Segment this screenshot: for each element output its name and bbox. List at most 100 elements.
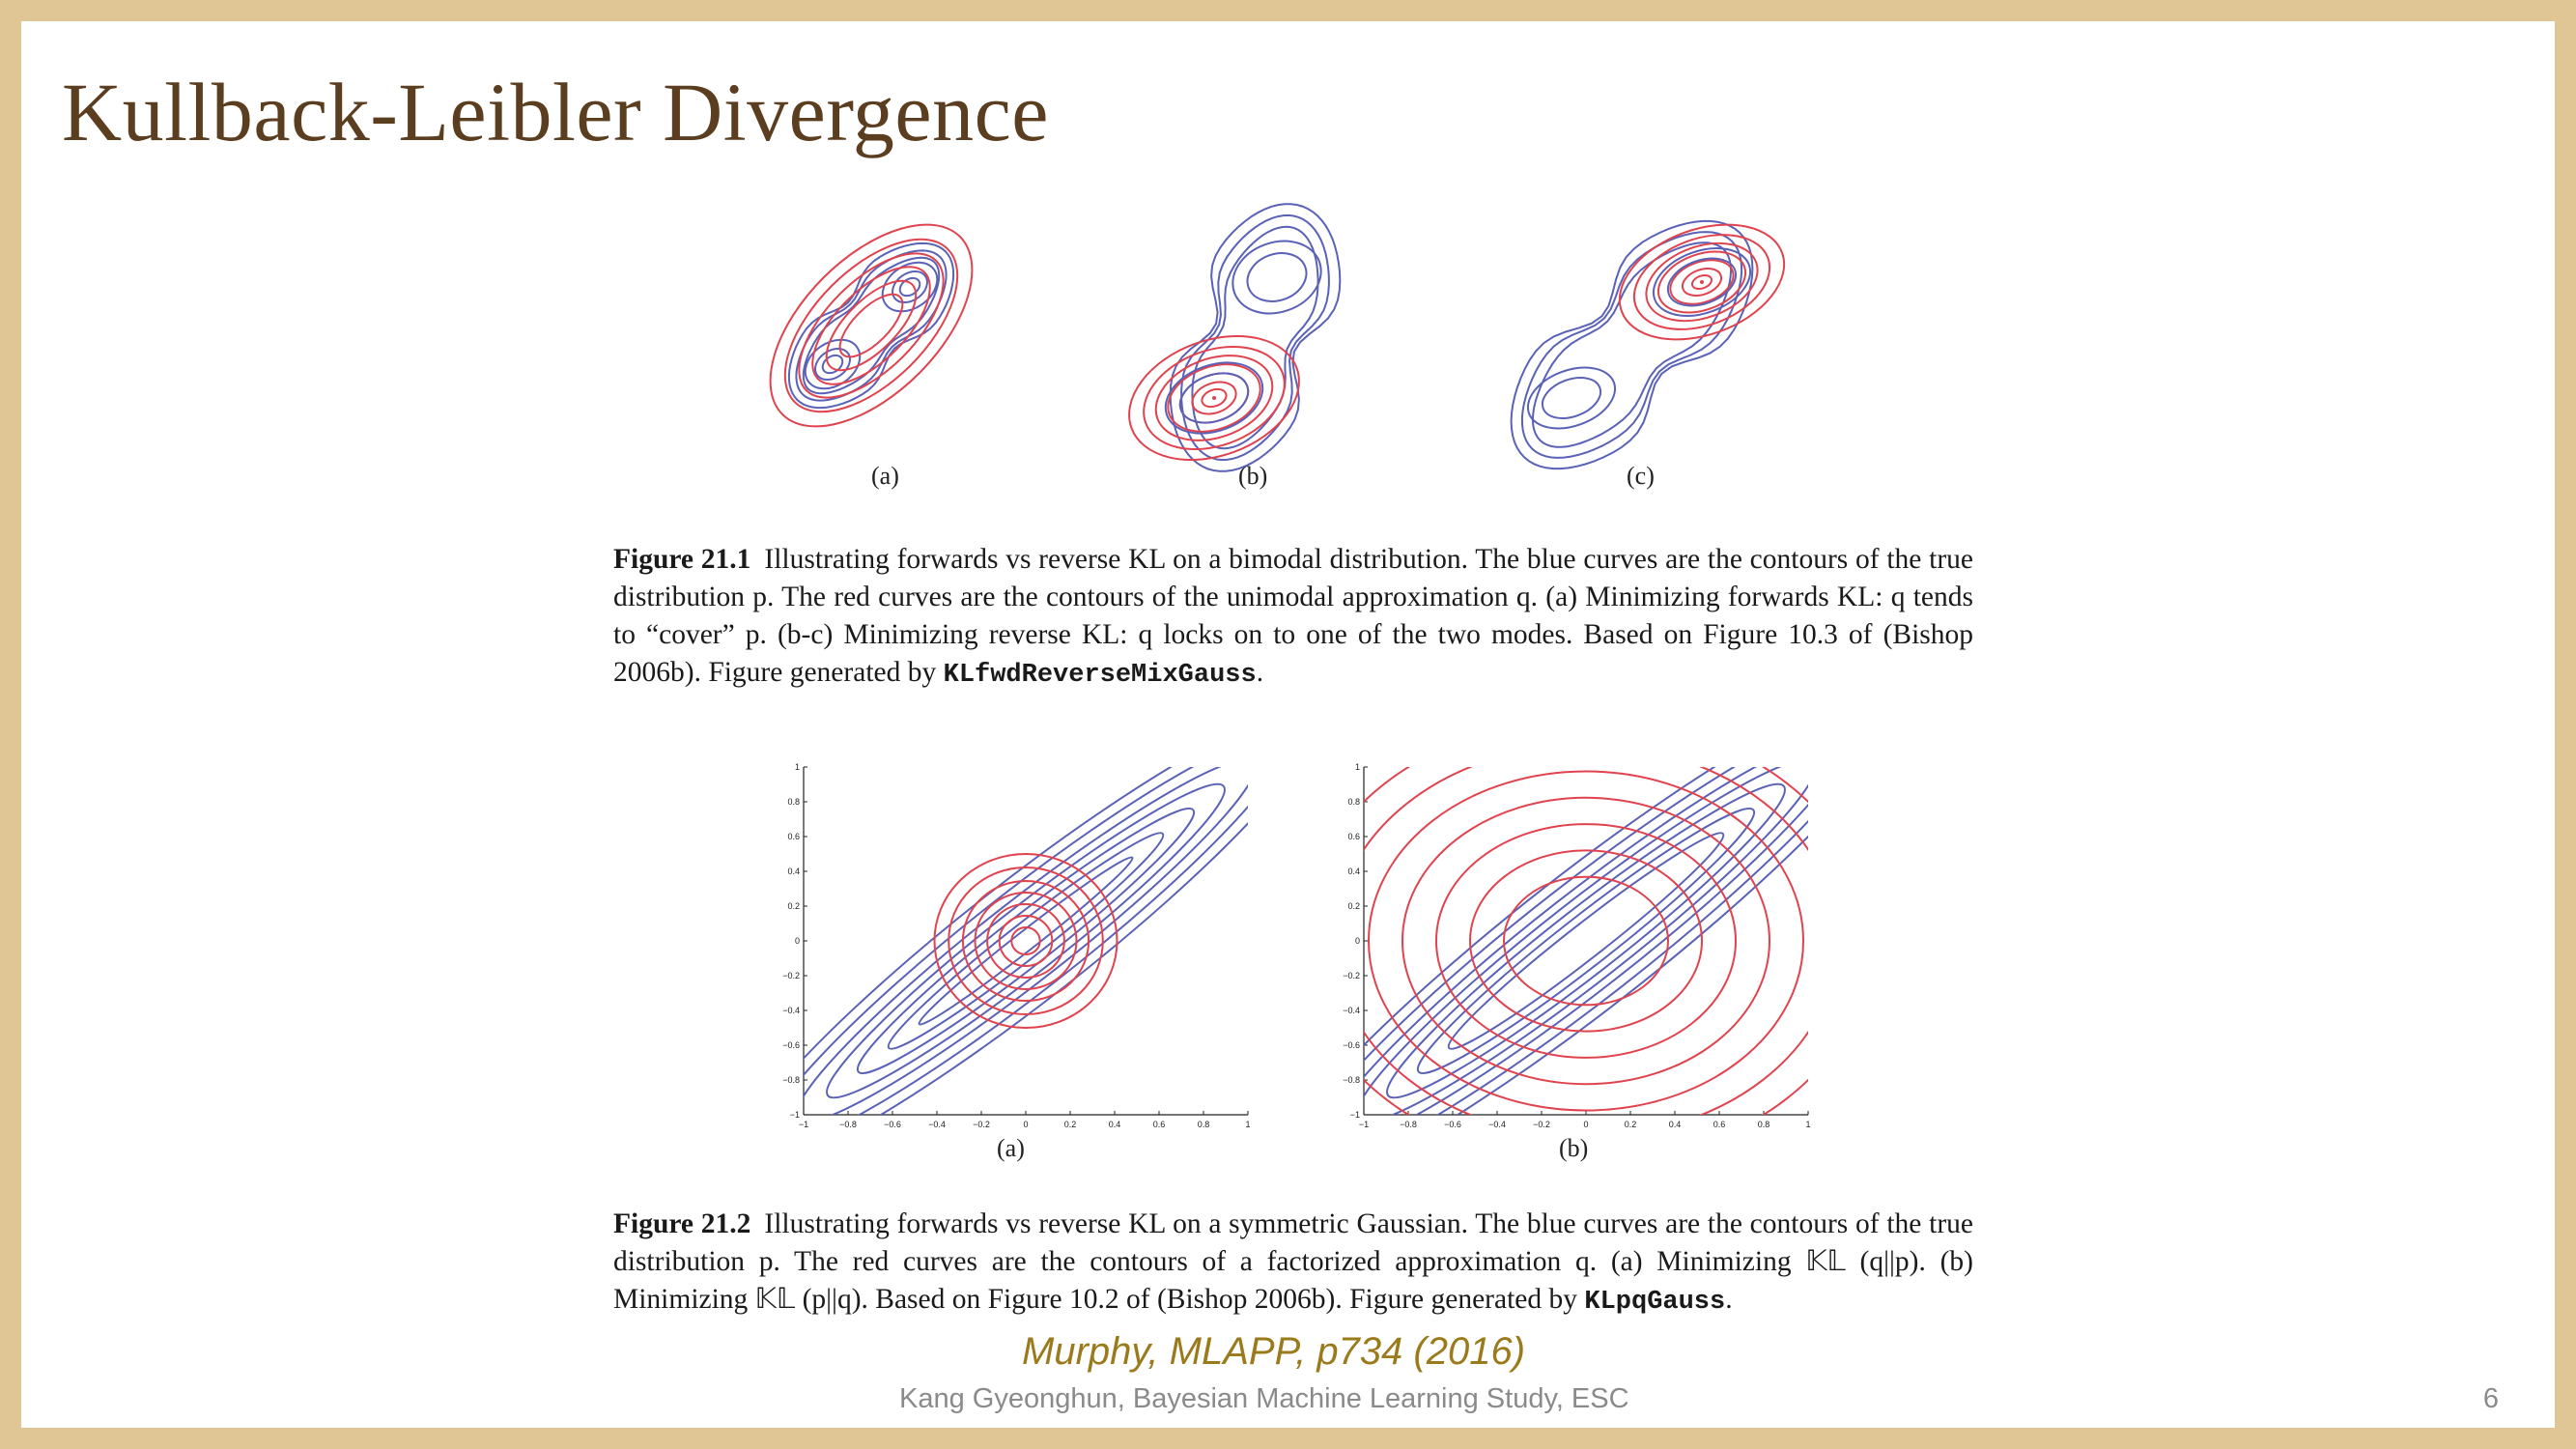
x-tick-label: −1 — [799, 1120, 808, 1129]
p-contour-mode-2 — [1652, 247, 1752, 317]
source-credit: Murphy, MLAPP, p734 (2016) — [1022, 1330, 1526, 1373]
q-contour — [1632, 234, 1771, 330]
p-contour — [1364, 767, 1808, 1115]
y-tick-label: 1 — [1355, 762, 1360, 772]
p-contour-mode-1 — [804, 338, 862, 390]
slide-footer: Kang Gyeonghun, Bayesian Machine Learnin… — [899, 1383, 1629, 1414]
figure-21-1-caption: Figure 21.1 Illustrating forwards vs reve… — [613, 541, 1973, 695]
figure-21-1-panel-c — [1510, 219, 1786, 470]
x-tick-label: 1 — [1245, 1120, 1250, 1129]
q-contour — [1656, 250, 1747, 314]
q-contour — [1201, 387, 1228, 409]
p-contour-peanut — [1510, 219, 1754, 470]
q-contour — [948, 867, 1104, 1015]
q-contour — [1154, 355, 1274, 441]
q-contour — [1435, 823, 1737, 1059]
figure-21-1-caption-end: . — [1256, 657, 1264, 688]
q-contour — [1645, 242, 1759, 323]
figure-21-1-label-c: (c) — [1627, 462, 1655, 490]
figure-21-2-caption-end: . — [1725, 1284, 1733, 1315]
y-tick-label: −0.8 — [782, 1075, 800, 1085]
q-contour — [998, 915, 1054, 967]
p-contour-mode-1 — [1178, 372, 1250, 424]
y-tick-label: −0.2 — [1343, 971, 1360, 980]
figure-21-2-caption: Figure 21.2 Illustrating forwards vs reve… — [613, 1206, 1973, 1321]
p-contour-mode-1 — [1541, 377, 1602, 419]
x-tick-label: −0.2 — [1533, 1120, 1550, 1129]
figure-21-2-caption-code: KLpqGauss — [1584, 1288, 1726, 1317]
x-tick-label: −0.4 — [1488, 1120, 1506, 1129]
q-contour — [811, 266, 931, 385]
q-mode-center — [1700, 280, 1704, 284]
page-number: 6 — [2482, 1383, 2499, 1414]
q-contour — [986, 903, 1065, 979]
q-mode-center — [1212, 396, 1216, 400]
q-contour — [769, 223, 974, 428]
x-tick-label: −1 — [1359, 1120, 1369, 1129]
p-contour — [1386, 782, 1786, 1099]
y-tick-label: 1 — [795, 762, 800, 772]
q-contour — [974, 892, 1078, 990]
q-contour — [838, 293, 904, 358]
figure-21-2-caption-text: Illustrating forwards vs reverse KL on a… — [613, 1208, 1973, 1315]
figure-21-2-panel-b: −1−1 −0.8 −0.8 −0.6 −0.6 −0.4 −0.4 −0.2 −0.2 0 0 0.… — [1343, 762, 1810, 1129]
y-tick-label: −0.2 — [782, 971, 800, 980]
x-tick-label: 0.6 — [1153, 1120, 1166, 1129]
x-tick-label: 0 — [1023, 1120, 1028, 1129]
figure-21-1-caption-code: KLfwdReverseMixGauss — [943, 661, 1257, 690]
x-tick-label: −0.6 — [884, 1120, 901, 1129]
q-contour — [961, 880, 1090, 1002]
y-tick-label: −1 — [1350, 1110, 1360, 1120]
p-contour — [1364, 767, 1808, 1115]
p-contour — [1447, 832, 1725, 1050]
x-tick-label: 0.6 — [1713, 1120, 1726, 1129]
x-tick-label: 0 — [1583, 1120, 1588, 1129]
p-contour — [1416, 808, 1756, 1074]
q-contour — [1368, 770, 1804, 1112]
figure-21-1-label-b: (b) — [1238, 462, 1268, 490]
y-tick-label: 0.2 — [1347, 901, 1360, 911]
figure-21-2-caption-label: Figure 21.2 — [613, 1208, 751, 1239]
q-contour — [1364, 767, 1808, 1115]
x-tick-label: 0.8 — [1198, 1120, 1210, 1129]
x-tick-label: −0.2 — [973, 1120, 990, 1129]
figure-21-1-label-a: (a) — [871, 462, 899, 490]
p-contour-peanut — [787, 242, 955, 410]
y-tick-label: 0 — [795, 936, 800, 946]
q-contour — [1469, 849, 1703, 1033]
figure-21-2-label-b: (b) — [1559, 1134, 1589, 1162]
y-tick-label: 0.8 — [787, 797, 800, 807]
p-contour-mode-1 — [1164, 361, 1264, 435]
figure-21-1-caption-text: Illustrating forwards vs reverse KL on a… — [613, 544, 1973, 688]
x-tick-label: 0.2 — [1064, 1120, 1077, 1129]
y-tick-label: 0.4 — [787, 867, 800, 876]
q-contour — [1401, 796, 1770, 1086]
p-contour-peanut — [1531, 242, 1733, 448]
y-tick-label: −1 — [790, 1110, 800, 1120]
q-contour — [1143, 345, 1286, 451]
q-contour — [1618, 223, 1786, 341]
p-contour — [918, 856, 1134, 1026]
q-contour — [825, 279, 918, 372]
x-tick-label: −0.4 — [928, 1120, 946, 1129]
p-contour — [804, 767, 1248, 1115]
y-tick-label: −0.4 — [1343, 1006, 1360, 1015]
figure-21-1-caption-label: Figure 21.1 — [613, 544, 751, 575]
q-contour — [1191, 381, 1237, 415]
p-contour-mode-2 — [1246, 252, 1308, 302]
x-tick-label: −0.8 — [1400, 1120, 1417, 1129]
figure-21-1-panel-b — [1128, 203, 1342, 472]
q-contour — [933, 853, 1118, 1029]
p-contour-peanut — [1520, 231, 1743, 459]
y-tick-label: 0.2 — [787, 901, 800, 911]
x-tick-label: 0.4 — [1669, 1120, 1682, 1129]
y-tick-label: 0.6 — [787, 832, 800, 841]
q-contour — [1364, 767, 1808, 1115]
q-contour — [1690, 274, 1713, 290]
p-contour-mode-2 — [892, 270, 928, 304]
p-contour — [1364, 767, 1808, 1115]
x-tick-label: 0.4 — [1109, 1120, 1121, 1129]
y-tick-label: −0.6 — [782, 1040, 800, 1050]
p-contour-mode-2 — [1666, 257, 1738, 307]
p-contour-peanut — [802, 256, 941, 395]
